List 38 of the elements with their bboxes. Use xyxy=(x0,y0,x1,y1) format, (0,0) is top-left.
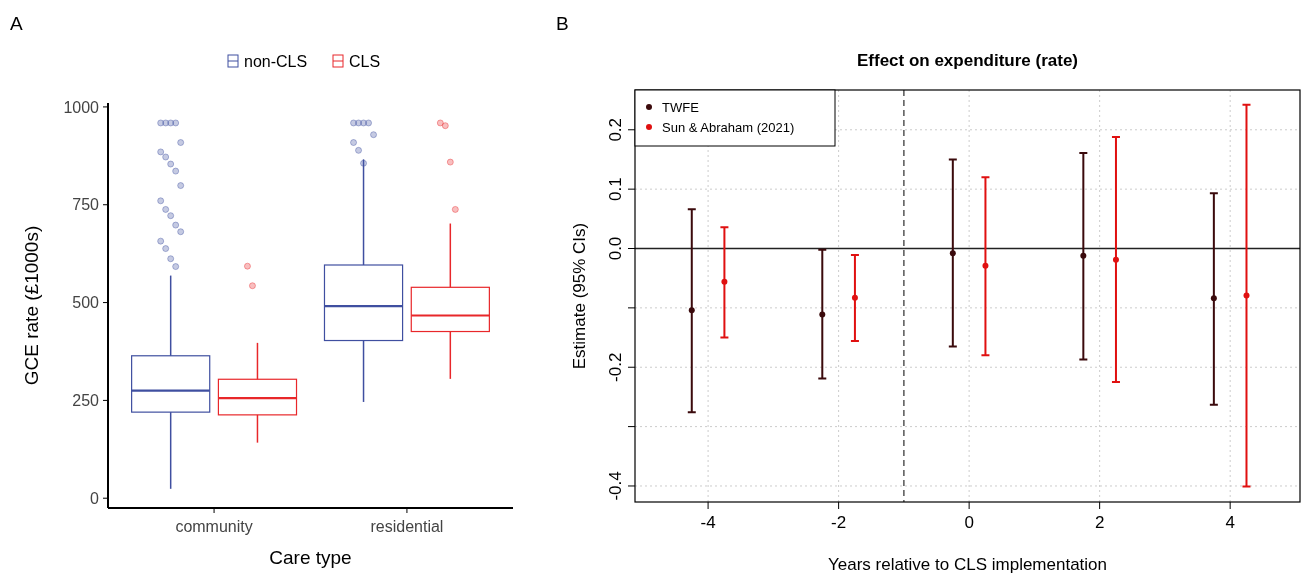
point xyxy=(949,250,956,257)
x-tick-label: -4 xyxy=(700,513,716,532)
y-tick-label: -0.4 xyxy=(606,471,625,501)
y-tick-label: 1000 xyxy=(63,98,100,116)
point xyxy=(819,311,826,318)
point xyxy=(982,262,989,269)
x-tick-label: 0 xyxy=(964,513,974,532)
y-tick-label: 0.2 xyxy=(606,117,625,142)
y-tick-label: -0.2 xyxy=(606,352,625,382)
legend-label: CLS xyxy=(349,52,381,70)
x-tick-label: 2 xyxy=(1094,513,1105,532)
x-tick-label: -2 xyxy=(831,513,847,532)
text: B xyxy=(556,13,569,34)
x-tick-label: residential xyxy=(370,518,444,535)
point xyxy=(1210,295,1217,302)
point xyxy=(1080,252,1087,259)
point xyxy=(851,294,858,301)
point xyxy=(688,307,695,314)
point xyxy=(1243,292,1250,299)
y-tick-label: 250 xyxy=(72,391,100,409)
y-tick-label: 0.1 xyxy=(606,177,625,201)
legend-label: TWFE xyxy=(662,99,700,115)
y-tick-label: 750 xyxy=(72,196,100,214)
y-axis-title: Estimate (95% CIs) xyxy=(570,222,589,370)
legend-label: non-CLS xyxy=(244,52,308,70)
y-tick-label: 500 xyxy=(72,294,100,312)
x-tick-label: 4 xyxy=(1225,513,1235,532)
y-axis-title: GCE rate (£1000s) xyxy=(21,225,42,386)
y-tick-label: 0.0 xyxy=(606,236,625,261)
point xyxy=(1112,256,1119,263)
point xyxy=(721,278,728,285)
y-tick-label: 0 xyxy=(90,489,100,507)
x-axis-title: Care type xyxy=(269,547,352,568)
x-axis-title: Years relative to CLS implementation xyxy=(827,555,1108,574)
text: A xyxy=(10,13,23,34)
x-tick-label: community xyxy=(175,518,253,535)
legend-label: Sun & Abraham (2021) xyxy=(662,119,795,135)
chart-title: Effect on expenditure (rate) xyxy=(856,51,1079,70)
